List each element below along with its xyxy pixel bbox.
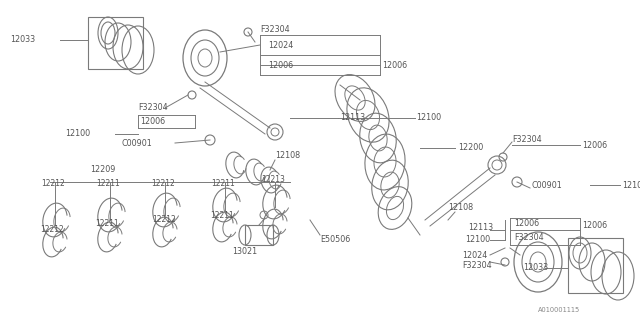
Text: F32304: F32304 bbox=[512, 135, 541, 145]
Text: 12100: 12100 bbox=[416, 114, 441, 123]
Text: 12006: 12006 bbox=[514, 220, 539, 228]
Text: F32304: F32304 bbox=[260, 26, 290, 35]
Text: C00901: C00901 bbox=[532, 180, 563, 189]
Text: 12100: 12100 bbox=[65, 130, 90, 139]
Text: 12213: 12213 bbox=[261, 175, 285, 185]
Text: 12211: 12211 bbox=[96, 179, 120, 188]
Text: 12006: 12006 bbox=[268, 61, 293, 70]
Text: 12212: 12212 bbox=[151, 179, 175, 188]
Bar bbox=[568, 238, 623, 293]
Text: F32304: F32304 bbox=[462, 260, 492, 269]
Text: E50506: E50506 bbox=[320, 236, 350, 244]
Text: A010001115: A010001115 bbox=[538, 307, 580, 313]
Text: 12108: 12108 bbox=[448, 204, 473, 212]
Text: 12211: 12211 bbox=[95, 220, 119, 228]
Bar bbox=[88, 17, 143, 69]
Text: 12113: 12113 bbox=[340, 114, 365, 123]
Text: 12209: 12209 bbox=[90, 165, 115, 174]
Text: F32304: F32304 bbox=[514, 233, 543, 242]
Text: 12212: 12212 bbox=[40, 226, 64, 235]
Text: 13021: 13021 bbox=[232, 247, 257, 257]
Text: 12033: 12033 bbox=[10, 36, 35, 44]
Text: 12200: 12200 bbox=[458, 143, 483, 153]
Text: 12033: 12033 bbox=[523, 263, 548, 273]
Text: 12006: 12006 bbox=[382, 60, 407, 69]
Text: 12024: 12024 bbox=[268, 42, 293, 51]
Text: 12211: 12211 bbox=[211, 179, 235, 188]
Text: 12100: 12100 bbox=[622, 180, 640, 189]
Text: 12212: 12212 bbox=[152, 215, 176, 225]
Text: 12100: 12100 bbox=[465, 236, 490, 244]
Text: 12024: 12024 bbox=[462, 251, 487, 260]
Text: 12113: 12113 bbox=[468, 223, 493, 233]
Text: C00901: C00901 bbox=[122, 139, 153, 148]
Text: F32304: F32304 bbox=[138, 103, 168, 113]
Text: 12108: 12108 bbox=[275, 150, 300, 159]
Text: 12006: 12006 bbox=[140, 117, 165, 126]
Bar bbox=[245, 225, 273, 245]
Text: 12006: 12006 bbox=[582, 140, 607, 149]
Text: 12006: 12006 bbox=[582, 220, 607, 229]
Text: 12211: 12211 bbox=[210, 212, 234, 220]
Text: 12212: 12212 bbox=[41, 179, 65, 188]
